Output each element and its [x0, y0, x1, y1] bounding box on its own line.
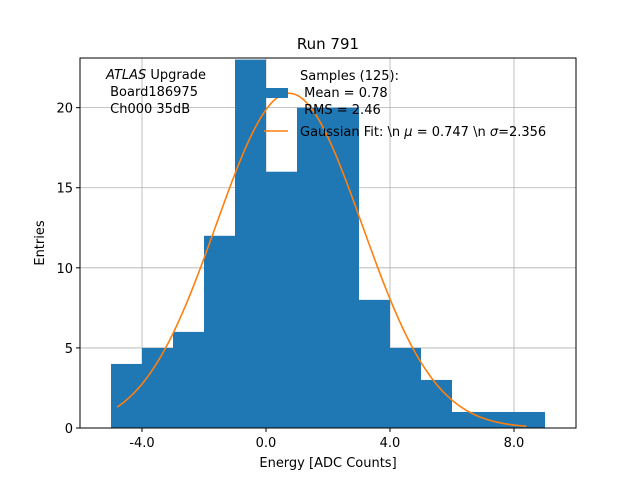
- histogram-bar-5: [266, 171, 297, 428]
- y-tick-label-3: 15: [56, 182, 73, 197]
- histogram-bar-2: [173, 331, 204, 428]
- y-tick-label-1: 5: [65, 342, 73, 357]
- x-axis-ticks: -4.0 0.0 4.0 8.0: [129, 428, 524, 451]
- annotation-line-1: ATLAS Upgrade: [105, 68, 206, 83]
- annotation-line-3: Ch000 35dB: [106, 102, 190, 117]
- y-tick-label-2: 10: [56, 262, 73, 277]
- annotation-upgrade: Upgrade: [146, 68, 206, 83]
- histogram-bar-13: [514, 411, 545, 428]
- histogram-bar-9: [390, 347, 421, 428]
- histogram-bars: [111, 59, 545, 428]
- x-tick-label-0: -4.0: [129, 436, 154, 451]
- detector-annotation: ATLAS Upgrade Board186975 Ch000 35dB: [105, 68, 206, 117]
- legend-rms-line: RMS = 2.46: [300, 103, 381, 118]
- legend-fit-suffix: =2.356: [498, 125, 546, 140]
- y-axis-ticks: 0 5 10 15 20: [56, 102, 80, 437]
- histogram-bar-7: [328, 107, 359, 428]
- legend-histogram-swatch: [264, 88, 288, 98]
- histogram-bar-6: [297, 107, 328, 428]
- legend-mean-line: Mean = 0.78: [300, 86, 388, 101]
- x-axis-label: Energy [ADC Counts]: [259, 456, 396, 471]
- legend-fit-mid: = 0.747 \n: [413, 125, 490, 140]
- chart-title: Run 791: [297, 35, 359, 53]
- legend-samples-line: Samples (125):: [300, 69, 399, 84]
- plot-frame: [79, 57, 577, 429]
- histogram-bar-8: [359, 299, 390, 428]
- y-tick-label-0: 0: [65, 422, 73, 437]
- y-axis-label: Entries: [33, 220, 48, 266]
- legend-fit-sigma: σ: [490, 125, 499, 140]
- x-tick-label-2: 4.0: [380, 436, 401, 451]
- histogram-bar-0: [111, 363, 142, 428]
- histogram-bar-1: [142, 347, 173, 428]
- histogram-bar-3: [204, 235, 235, 428]
- x-tick-label-1: 0.0: [256, 436, 277, 451]
- histogram-bar-10: [421, 379, 452, 428]
- legend-fit-label: Gaussian Fit: \n μ = 0.747 \n σ=2.356: [300, 125, 546, 140]
- y-tick-label-4: 20: [56, 102, 73, 117]
- gaussian-fit-curve: [116, 92, 527, 428]
- x-tick-label-3: 8.0: [504, 436, 525, 451]
- legend-fit-mu: μ: [403, 125, 412, 140]
- legend: Samples (125): Mean = 0.78 RMS = 2.46 Ga…: [264, 69, 546, 140]
- legend-fit-prefix: Gaussian Fit: \n: [300, 125, 404, 140]
- annotation-atlas: ATLAS: [105, 68, 146, 83]
- annotation-line-2: Board186975: [106, 85, 198, 100]
- histogram-bar-4: [235, 59, 266, 428]
- histogram-bar-11: [452, 411, 483, 428]
